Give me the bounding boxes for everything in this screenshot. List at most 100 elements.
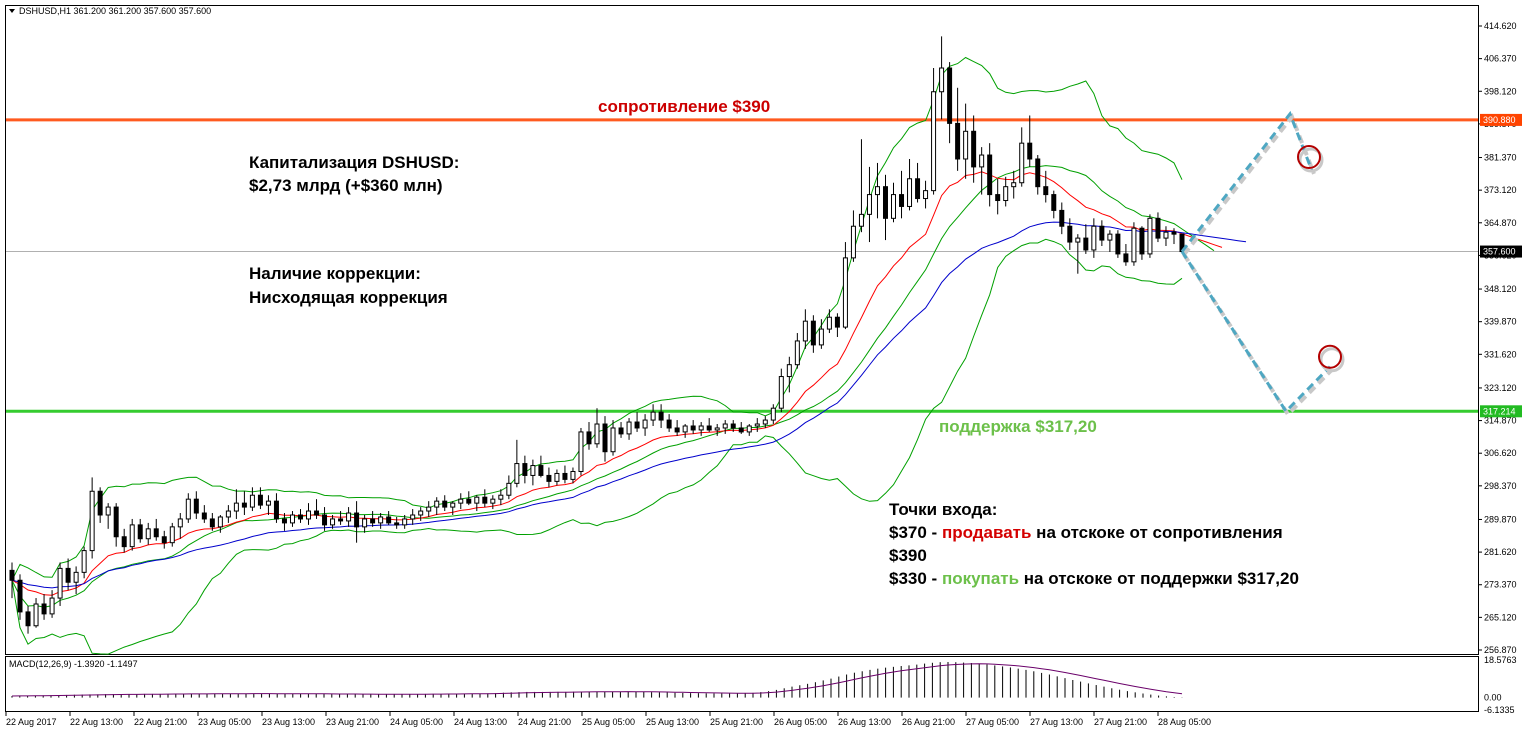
candle-body: [209, 518, 215, 528]
candle-body: [370, 518, 376, 524]
candle-body: [546, 474, 552, 482]
candle-body: [714, 427, 720, 431]
candle-body: [169, 526, 175, 544]
candle-body: [674, 427, 680, 433]
entry-line-1: $370 - продавать на отскоке от сопротивл…: [889, 523, 1283, 542]
x-tick-label: 23 Aug 05:00: [198, 717, 251, 727]
candle-body: [362, 518, 368, 528]
candle-body: [402, 518, 408, 526]
candle-body: [322, 514, 328, 526]
x-tick-label: 26 Aug 21:00: [902, 717, 955, 727]
macd-label: MACD(12,26,9) -1.3920 -1.1497: [9, 659, 138, 669]
candle-body: [41, 603, 47, 615]
price-tag: [1480, 405, 1522, 418]
candle-body: [979, 154, 985, 168]
x-tick-label: 27 Aug 05:00: [966, 717, 1019, 727]
x-tick-label: 26 Aug 13:00: [838, 717, 891, 727]
candle-body: [442, 500, 448, 508]
candle-body: [1163, 231, 1169, 239]
candle-body: [1147, 217, 1153, 255]
candle-body: [538, 465, 544, 476]
candle-body: [562, 472, 568, 480]
x-tick-label: 25 Aug 05:00: [582, 717, 635, 727]
candle-body: [1091, 225, 1097, 251]
candle-body: [1035, 158, 1041, 188]
candle-body: [330, 518, 336, 526]
candle-body: [818, 328, 824, 346]
y-tick-label: 414.620: [1484, 21, 1517, 31]
candle-body: [386, 516, 392, 524]
x-tick-label: 24 Aug 13:00: [454, 717, 507, 727]
candle-body: [1139, 227, 1145, 255]
candle-body: [810, 320, 816, 346]
projection-group: [1180, 110, 1345, 418]
cap-value: $2,73 млрд (+$360 млн): [249, 176, 443, 195]
macd-axis-label: 18.5763: [1484, 655, 1517, 665]
resistance-label: сопротивление $390: [598, 97, 770, 116]
macd-plot-area: [5, 656, 1479, 712]
candle-body: [915, 178, 921, 200]
y-tick-label: 381.370: [1484, 153, 1517, 163]
y-tick-label: 323.120: [1484, 383, 1517, 393]
candle-body: [706, 425, 712, 431]
candle-body: [346, 512, 352, 522]
candle-body: [450, 502, 456, 508]
candle-body: [105, 506, 111, 516]
candle-body: [995, 194, 1001, 202]
candle-body: [650, 411, 656, 421]
candle-body: [594, 423, 600, 445]
candle-body: [506, 482, 512, 496]
candle-body: [25, 611, 31, 627]
candle-body: [354, 512, 360, 528]
x-tick-label: 24 Aug 21:00: [518, 717, 571, 727]
candle-body: [514, 463, 520, 484]
candle-body: [698, 425, 704, 431]
candle-body: [426, 506, 432, 512]
candle-body: [434, 500, 440, 508]
candle-body: [882, 186, 888, 219]
candle-body: [97, 490, 103, 516]
y-tick-label: 331.620: [1484, 349, 1517, 359]
candle-body: [241, 502, 247, 508]
x-tick-label: 27 Aug 13:00: [1030, 717, 1083, 727]
price-tag-label: 317.214: [1483, 406, 1516, 416]
candle-body: [923, 190, 929, 200]
main-plot-area: [5, 5, 1479, 655]
collapse-triangle-icon[interactable]: [9, 9, 15, 13]
candle-body: [754, 423, 760, 427]
candle-body: [458, 498, 464, 504]
candle-body: [1075, 237, 1081, 243]
y-tick-label: 289.870: [1484, 514, 1517, 524]
candle-body: [137, 524, 143, 540]
y-tick-label: 364.870: [1484, 218, 1517, 228]
candle-body: [554, 472, 560, 482]
candle-body: [81, 550, 87, 573]
candle-body: [378, 516, 384, 524]
price-tags: 390.880 357.600 317.214: [1480, 113, 1522, 418]
candle-body: [394, 522, 400, 526]
x-tick-label: 25 Aug 13:00: [646, 717, 699, 727]
candle-body: [634, 421, 640, 429]
x-tick-label: 28 Aug 05:00: [1158, 717, 1211, 727]
candle-body: [17, 579, 23, 613]
candle-body: [129, 524, 135, 548]
candle-body: [177, 518, 183, 528]
candle-body: [1027, 142, 1033, 160]
candle-body: [794, 340, 800, 366]
cap-title: Капитализация DSHUSD:: [249, 153, 459, 172]
candle-body: [602, 423, 608, 453]
candle-body: [89, 490, 95, 552]
candle-body: [1155, 217, 1161, 239]
bollinger-bands: [11, 56, 1215, 655]
candle-body: [778, 376, 784, 409]
candle-body: [257, 494, 263, 506]
candle-body: [939, 67, 945, 93]
entry-line-1-level: $390: [889, 546, 927, 565]
candle-body: [65, 567, 71, 583]
candle-body: [474, 496, 480, 504]
candle-body: [786, 364, 792, 378]
entry2-action: покупать: [942, 569, 1019, 588]
candle-body: [610, 427, 616, 453]
candle-body: [738, 427, 744, 433]
